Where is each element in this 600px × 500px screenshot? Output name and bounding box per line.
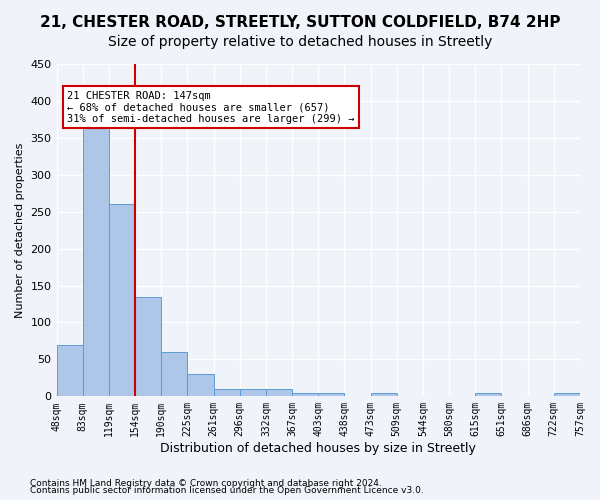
Bar <box>371 394 397 396</box>
Bar <box>554 394 580 396</box>
Bar <box>318 392 344 396</box>
Bar <box>214 389 240 396</box>
Bar <box>187 374 214 396</box>
Bar <box>475 394 502 396</box>
Bar <box>292 392 318 396</box>
Text: 21 CHESTER ROAD: 147sqm
← 68% of detached houses are smaller (657)
31% of semi-d: 21 CHESTER ROAD: 147sqm ← 68% of detache… <box>67 90 355 124</box>
Bar <box>266 389 292 396</box>
Bar <box>161 352 187 397</box>
Bar <box>56 344 83 397</box>
X-axis label: Distribution of detached houses by size in Streetly: Distribution of detached houses by size … <box>160 442 476 455</box>
Text: Contains public sector information licensed under the Open Government Licence v3: Contains public sector information licen… <box>30 486 424 495</box>
Bar <box>135 296 161 396</box>
Bar <box>83 116 109 396</box>
Bar <box>109 204 135 396</box>
Text: Contains HM Land Registry data © Crown copyright and database right 2024.: Contains HM Land Registry data © Crown c… <box>30 478 382 488</box>
Text: 21, CHESTER ROAD, STREETLY, SUTTON COLDFIELD, B74 2HP: 21, CHESTER ROAD, STREETLY, SUTTON COLDF… <box>40 15 560 30</box>
Y-axis label: Number of detached properties: Number of detached properties <box>15 142 25 318</box>
Text: Size of property relative to detached houses in Streetly: Size of property relative to detached ho… <box>108 35 492 49</box>
Bar <box>240 389 266 396</box>
